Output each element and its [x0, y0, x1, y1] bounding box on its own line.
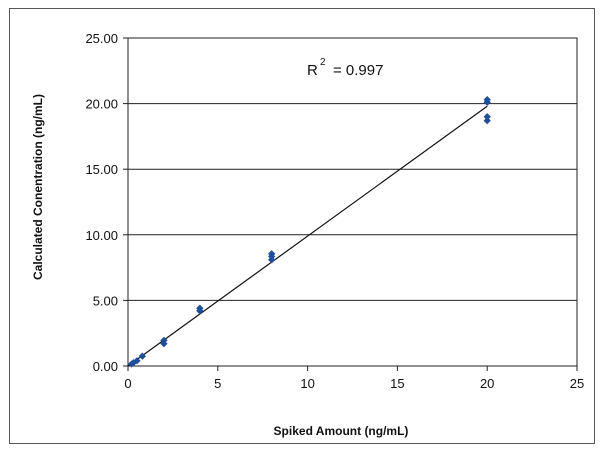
- data-point: [138, 352, 147, 360]
- data-point: [483, 95, 491, 104]
- data-point: [483, 112, 491, 121]
- data-point: [483, 116, 491, 125]
- r-squared-value: = 0.997: [333, 62, 383, 79]
- y-tick-labels: 0.00 5.00 10.00 15.00 20.00 25.00: [85, 31, 118, 374]
- data-point: [133, 356, 141, 365]
- y-axis-label: Calculated Conentration (ng/mL): [31, 94, 45, 280]
- x-tick-label: 20: [480, 376, 494, 391]
- y-tick-label: 20.00: [85, 97, 118, 112]
- chart-frame: 0.00 5.00 10.00 15.00 20.00 25.00 0 5 10 15 20 25 …: [9, 8, 595, 444]
- gridlines: [123, 37, 578, 371]
- data-points: [127, 95, 491, 368]
- y-tick-label: 0.00: [93, 359, 118, 374]
- x-tick-label: 10: [300, 376, 314, 391]
- x-tick-labels: 0 5 10 15 20 25: [124, 376, 584, 391]
- y-tick-label: 25.00: [85, 31, 118, 46]
- r-squared-base: R: [307, 62, 318, 79]
- x-tick-label: 25: [570, 376, 584, 391]
- y-tick-label: 5.00: [93, 293, 118, 308]
- data-point: [160, 336, 168, 345]
- r-squared-superscript: 2: [320, 57, 326, 68]
- x-axis-label: Spiked Amount (ng/mL): [274, 424, 409, 438]
- plot-area-border: [127, 37, 578, 367]
- trendline: [127, 105, 488, 367]
- x-tick-label: 0: [124, 376, 131, 391]
- y-tick-label: 10.00: [85, 228, 118, 243]
- trendline-group: [127, 105, 488, 367]
- x-tick-label: 5: [214, 376, 221, 391]
- y-tick-label: 15.00: [85, 162, 118, 177]
- data-point: [196, 304, 204, 313]
- data-point: [267, 250, 276, 258]
- x-tick-label: 15: [390, 376, 404, 391]
